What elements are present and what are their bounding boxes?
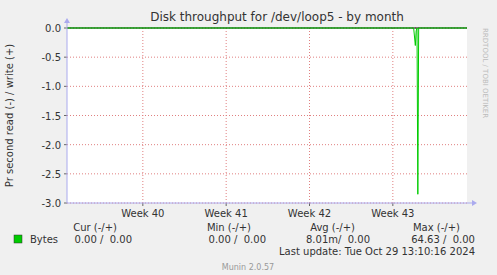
axis-arrow <box>64 18 70 23</box>
legend-label: Bytes <box>30 234 58 245</box>
last-update: Last update: Tue Oct 29 13:10:16 2024 <box>279 246 475 257</box>
grid-line <box>67 57 467 58</box>
y-axis-label: Pr second read (-) / write (+) <box>4 44 15 187</box>
footer: Munin 2.0.57 <box>222 263 274 272</box>
x-axis <box>67 203 473 204</box>
grid-line <box>226 28 227 203</box>
legend-swatch <box>14 235 22 243</box>
plot-area <box>67 28 467 203</box>
grid-line <box>142 28 143 203</box>
stats-header: Min (-/+) <box>207 222 251 233</box>
stats-header: Max (-/+) <box>413 222 460 233</box>
y-tick-label: -2.5 <box>41 169 61 180</box>
grid-line <box>67 173 467 174</box>
chart: Disk throughput for /dev/loop5 - by mont… <box>0 0 497 275</box>
axis-arrow <box>472 200 477 206</box>
stats-header: Avg (-/+) <box>310 222 355 233</box>
grid-line <box>67 144 467 145</box>
x-tick-label: Week 40 <box>121 208 164 219</box>
grid-line <box>67 115 467 116</box>
series-line <box>67 28 467 194</box>
y-tick-label: -2.0 <box>41 140 61 151</box>
y-tick-label: -3.0 <box>41 198 61 209</box>
x-tick-label: Week 42 <box>288 208 331 219</box>
x-tick-label: Week 43 <box>371 208 414 219</box>
y-tick-label: -1.5 <box>41 111 61 122</box>
stats-header: Cur (-/+) <box>73 222 117 233</box>
watermark: RRDTOOL / TOBI OETIKER <box>481 28 489 118</box>
stats-value: 0.00 / 0.00 <box>209 234 266 245</box>
y-tick-label: 0.0 <box>45 23 61 34</box>
stats-value: 64.63 / 0.00 <box>411 234 475 245</box>
grid-line <box>67 86 467 87</box>
grid-line <box>392 28 393 203</box>
y-axis <box>67 22 68 203</box>
x-tick-label: Week 41 <box>205 208 248 219</box>
grid-line <box>309 28 310 203</box>
y-tick-label: -1.0 <box>41 81 61 92</box>
data-group <box>67 28 467 194</box>
title: Disk throughput for /dev/loop5 - by mont… <box>150 10 404 24</box>
stats-value: 0.00 / 0.00 <box>75 234 132 245</box>
background <box>0 0 497 275</box>
stats-value: 8.01m/ 0.00 <box>306 234 370 245</box>
y-tick-label: -0.5 <box>41 52 61 63</box>
